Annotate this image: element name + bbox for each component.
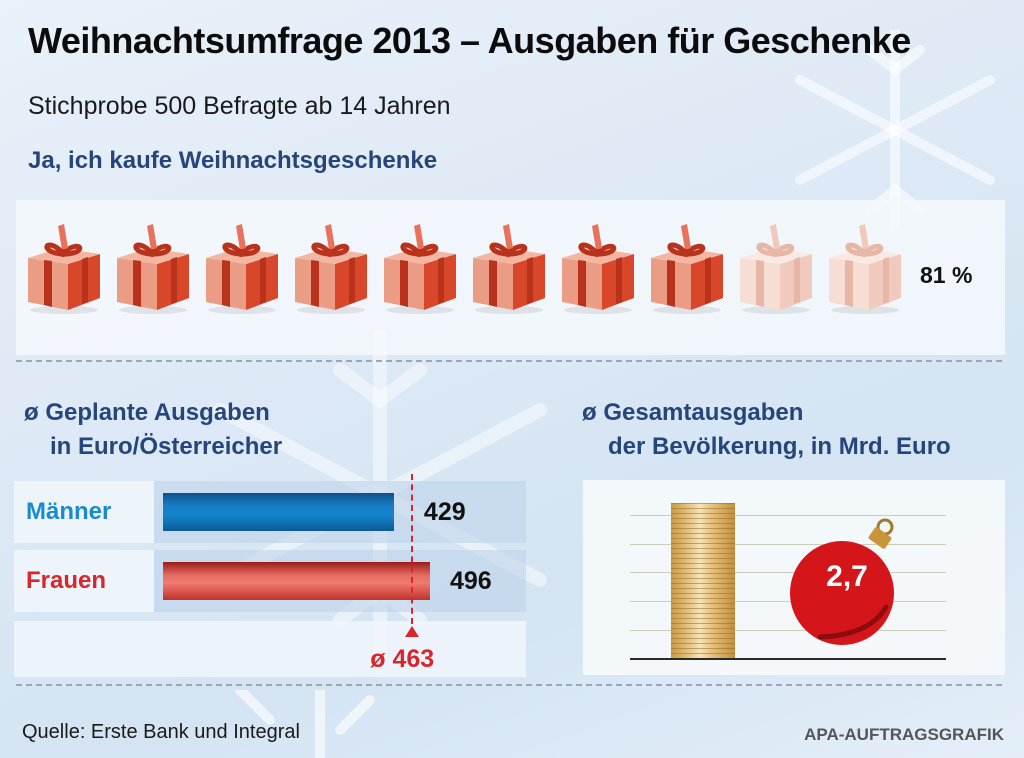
coin-stack-icon [671,503,735,658]
grid-line [630,629,946,631]
baseline [630,658,946,660]
gift-icon-filled [28,224,100,314]
grid-line [630,572,946,574]
spending-title-line1: Geplante Ausgaben [45,399,270,426]
gift-icon-filled [651,224,723,314]
grid-line [630,601,946,603]
gift-icon-filled [473,224,545,314]
christmas-ornament-icon [790,518,894,645]
gift-icon-filled [117,224,189,314]
average-marker-line [411,474,414,624]
gift-icon-filled [384,224,456,314]
category-label-men: Männer [14,481,154,543]
subtitle: Stichprobe 500 Befragte ab 14 Jahren [28,92,451,120]
average-arrow-icon [405,626,420,637]
footer-divider [16,684,1002,686]
gift-icon-empty [829,224,901,314]
bar-value-men: 429 [423,498,466,526]
average-symbol: ø [582,399,597,426]
bar-men [163,493,394,531]
source-note: Quelle: Erste Bank und Integral [22,721,300,743]
page-title: Weihnachtsumfrage 2013 – Ausgaben für Ge… [28,20,911,61]
gift-icon-filled [206,224,278,314]
average-row [14,621,526,677]
spending-section-title: ø Geplante Ausgaben in Euro/Österreicher [24,396,282,464]
gift-icon-filled [562,224,634,314]
total-value: 2,7 [826,560,868,593]
credit-label: APA-AUFTRAGSGRAFIK [804,725,1004,744]
bar-value-women: 496 [450,567,492,595]
gift-pictogram [24,218,903,314]
spending-title-line2: in Euro/Österreicher [50,433,283,460]
total-title-line2: der Bevölkerung, in Mrd. Euro [608,433,951,460]
grid-line [630,543,946,545]
gift-section-title: Ja, ich kaufe Weihnachtsgeschenke [28,147,438,174]
section-divider [16,360,1002,362]
total-title-line1: Gesamtausgaben [603,399,804,426]
total-section-title: ø Gesamtausgaben der Bevölkerung, in Mrd… [582,396,951,464]
gift-percentage: 81 % [920,262,973,288]
category-label-women: Frauen [14,550,154,612]
grid-line [630,515,946,516]
average-value: ø 463 [370,645,435,673]
gift-icon-filled [295,224,367,314]
average-symbol: ø [24,399,39,426]
bar-women [163,562,430,600]
gift-icon-empty [740,224,812,314]
